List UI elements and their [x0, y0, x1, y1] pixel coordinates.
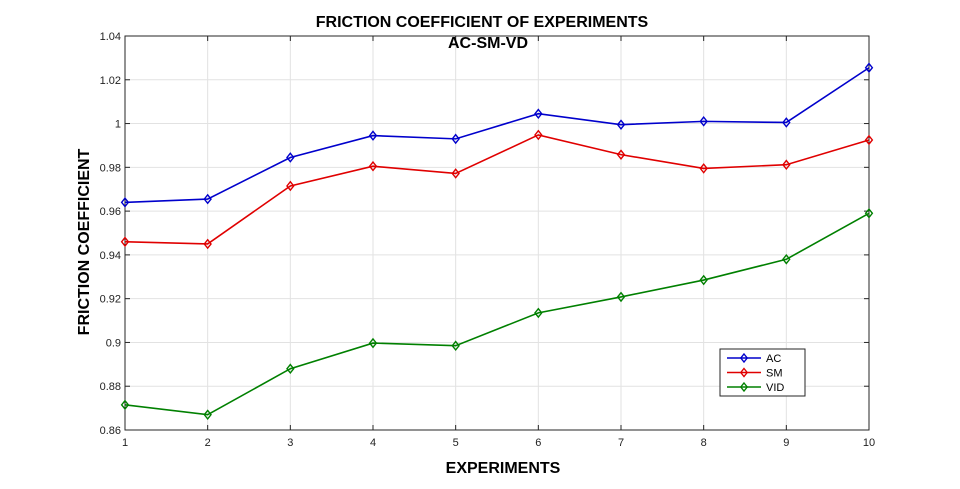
x-tick-label: 1: [122, 437, 128, 449]
data-point-ac: [203, 193, 212, 205]
x-tick-label: 9: [783, 437, 789, 449]
data-point-sm: [368, 160, 378, 172]
data-point-ac: [120, 197, 130, 208]
legend-marker-vid: [739, 381, 749, 393]
legend: AC SM VID: [719, 348, 806, 397]
series-line-ac: [124, 67, 870, 204]
data-point-vid: [699, 274, 708, 286]
data-point-ac: [782, 117, 791, 128]
series-ac: [120, 62, 874, 208]
y-tick-label: 0.9: [106, 337, 121, 349]
data-point-ac: [616, 119, 626, 130]
x-tick-label: 7: [618, 437, 624, 449]
data-point-ac: [534, 108, 543, 120]
data-point-sm: [120, 236, 130, 248]
data-point-ac: [699, 116, 708, 127]
data-point-sm: [286, 180, 295, 192]
x-tick-label: 5: [453, 437, 459, 449]
y-axis-label: FRICTION COEFFICIENT: [76, 148, 93, 335]
x-tick-label: 10: [863, 437, 875, 449]
data-point-sm: [616, 149, 626, 160]
x-axis-label: EXPERIMENTS: [446, 460, 561, 477]
legend-label-vid: VID: [766, 382, 784, 394]
series-sm: [120, 129, 874, 250]
series-vid: [120, 207, 874, 420]
chart-subtitle: AC-SM-VD: [448, 35, 528, 52]
y-tick-label: 1: [115, 119, 121, 131]
data-point-vid: [451, 340, 460, 352]
data-point-sm: [782, 159, 791, 171]
data-point-ac: [368, 130, 378, 141]
legend-marker-sm: [739, 367, 749, 378]
data-point-vid: [286, 363, 295, 375]
data-point-ac: [451, 133, 460, 145]
legend-item-vid: VID: [727, 381, 784, 394]
series-group: [120, 62, 874, 420]
data-point-vid: [203, 409, 212, 420]
data-point-sm: [864, 134, 874, 146]
legend-marker-ac: [739, 352, 749, 364]
legend-item-sm: SM: [727, 367, 783, 380]
x-tick-label: 4: [370, 437, 376, 449]
y-tick-label: 0.86: [100, 425, 121, 437]
data-point-ac: [864, 62, 874, 74]
data-point-vid: [120, 399, 130, 411]
x-tick-label: 3: [287, 437, 293, 449]
chart-title: FRICTION COEFFICIENT OF EXPERIMENTS: [316, 14, 649, 31]
legend-label-ac: AC: [766, 353, 781, 365]
y-tick-label: 0.94: [100, 250, 121, 262]
data-point-sm: [699, 163, 708, 174]
y-tick-label: 0.96: [100, 206, 121, 218]
series-line-sm: [124, 134, 870, 245]
data-point-vid: [864, 207, 874, 219]
data-point-vid: [782, 253, 791, 265]
legend-item-ac: AC: [727, 352, 781, 365]
x-tick-label: 6: [535, 437, 541, 449]
y-tick-label: 0.98: [100, 162, 121, 174]
legend-label-sm: SM: [766, 368, 783, 380]
y-tick-label: 1.02: [100, 75, 121, 87]
data-point-ac: [286, 152, 295, 163]
y-tick-label: 0.92: [100, 294, 121, 306]
axis-ticks: 1 2 3 4 5 6 7 8 9 10 0.86 0.88 0.9 0.92 0.94 0.96 0.98 1 1…: [100, 31, 876, 449]
y-tick-label: 0.88: [100, 381, 121, 393]
data-point-vid: [534, 307, 543, 319]
data-point-sm: [451, 168, 460, 179]
x-tick-label: 8: [701, 437, 707, 449]
data-point-sm: [534, 129, 543, 141]
data-point-sm: [203, 238, 212, 250]
data-point-vid: [616, 291, 626, 303]
y-tick-label: 1.04: [100, 31, 121, 43]
data-point-vid: [368, 337, 378, 349]
plot-frame: [124, 35, 870, 431]
x-tick-label: 2: [205, 437, 211, 449]
series-line-vid: [124, 212, 870, 416]
